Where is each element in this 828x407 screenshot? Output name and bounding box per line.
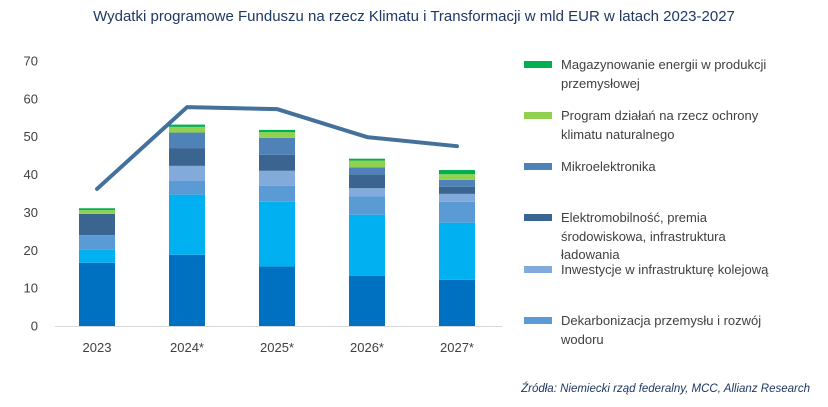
legend-item: Mikroelektronika (524, 158, 811, 177)
y-tick-label: 40 (24, 167, 38, 182)
bar-segment (349, 174, 385, 189)
bar-segment (169, 132, 205, 149)
bar-segment (259, 185, 295, 202)
y-tick-label: 0 (31, 319, 38, 334)
bar-segment (439, 201, 475, 223)
bar-segment (259, 137, 295, 155)
bar-segment (349, 275, 385, 326)
x-tick-label: 2025* (260, 340, 294, 355)
total-line (95, 105, 459, 191)
bar-segment (79, 210, 115, 214)
y-tick-label: 10 (24, 281, 38, 296)
legend-item: Magazynowanie energii w produkcji przemys… (524, 56, 811, 93)
legend-swatch (524, 317, 552, 324)
bar-segment (169, 165, 205, 182)
legend-label: Inwestycje w infrastrukturę kolejową (561, 262, 769, 277)
legend-label: klimatu naturalnego (561, 126, 675, 142)
legend-label: wodoru (561, 331, 604, 347)
legend-item: Inwestycje w infrastrukturę kolejową (524, 261, 811, 280)
legend-label: Program działań na rzecz ochrony (561, 108, 759, 123)
bar-segment (349, 214, 385, 276)
bar-segment (439, 279, 475, 326)
legend-item: Elektromobilność, premia środowiskowa, in… (524, 209, 811, 265)
legend-label: Mikroelektronika (561, 159, 656, 174)
bar-segment (169, 254, 205, 326)
y-tick-label: 50 (24, 129, 38, 144)
bar-segment (259, 129, 295, 133)
bar-segment (259, 154, 295, 171)
bar-segment (169, 124, 205, 127)
legend-label: Elektromobilność, premia (561, 210, 707, 225)
bar-segment (79, 262, 115, 326)
bar-segment (439, 222, 475, 280)
x-tick-label: 2024* (170, 340, 204, 355)
legend-swatch (524, 266, 552, 273)
x-tick-label: 2023 (83, 340, 112, 355)
bar-segment (439, 186, 475, 194)
bar-segment (349, 158, 385, 161)
bar-segment (349, 160, 385, 168)
bar-segment (79, 249, 115, 263)
bar-segment (259, 201, 295, 267)
x-tick-label: 2026* (350, 340, 384, 355)
bar-segment (439, 170, 475, 175)
bar-segment (349, 196, 385, 215)
bar-segment (79, 235, 115, 250)
bar-segment (79, 213, 115, 236)
bar-segment (169, 194, 205, 255)
bar-segment (169, 126, 205, 133)
legend-label: Magazynowanie energii w produkcji (561, 57, 767, 72)
bar-segment (439, 174, 475, 180)
legend-swatch (524, 214, 552, 221)
legend-label: ładowania (561, 247, 620, 262)
y-tick-label: 30 (24, 205, 38, 220)
y-tick-label: 60 (24, 91, 38, 106)
bar-segment (169, 181, 205, 195)
x-tick-label: 2027* (440, 340, 474, 355)
bar-segment (259, 132, 295, 138)
bar-segment (259, 170, 295, 186)
bar-segment (439, 179, 475, 187)
legend-label: przemysłowej (561, 75, 640, 91)
bar-segment (169, 148, 205, 166)
y-tick-label: 70 (24, 54, 38, 69)
bar-segment (439, 193, 475, 202)
bar-segment (79, 208, 115, 211)
legend-swatch (524, 112, 552, 119)
legend-label: środowiskowa, infrastruktura (561, 228, 726, 244)
bar-segment (349, 167, 385, 175)
chart-title: Wydatki programowe Funduszu na rzecz Kli… (93, 8, 735, 25)
bar-segment (259, 266, 295, 326)
y-tick-label: 20 (24, 243, 38, 258)
source-note: Źródła: Niemiecki rząd federalny, MCC, A… (521, 383, 810, 395)
bar-segment (349, 188, 385, 197)
legend-item: Dekarbonizacja przemysłu i rozwój wodoru (524, 312, 811, 349)
legend-swatch (524, 163, 552, 170)
legend-item: Program działań na rzecz ochrony klimatu … (524, 107, 811, 144)
legend-label: Dekarbonizacja przemysłu i rozwój (561, 313, 762, 328)
legend-swatch (524, 61, 552, 68)
